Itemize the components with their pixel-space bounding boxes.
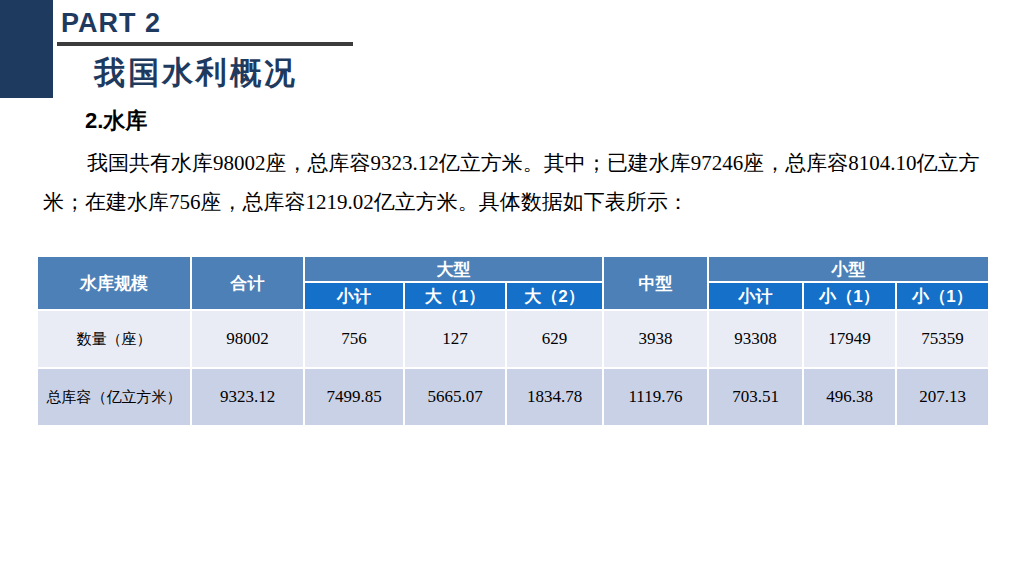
cell-capacity-medium: 1119.76 [603,368,708,426]
table-row-capacity: 总库容（亿立方米） 9323.12 7499.85 5665.07 1834.7… [37,368,989,426]
body-paragraph: 我国共有水库98002座，总库容9323.12亿立方米。其中；已建水库97246… [43,144,991,222]
cell-capacity-small-2: 207.13 [896,368,989,426]
subcol-header-large-subtotal: 小计 [304,282,404,310]
part-label: PART 2 [61,8,161,39]
reservoir-data-table: 水库规模 合计 大型 中型 小型 小计 大（1） 大（2） 小计 小（1） 小（… [36,255,990,427]
corner-accent-block [0,0,53,98]
cell-count-total: 98002 [191,310,304,368]
cell-count-small-1: 17949 [803,310,896,368]
subcol-header-small-1: 小（1） [803,282,896,310]
group-header-large: 大型 [304,256,603,282]
group-header-small: 小型 [708,256,989,282]
col-header-medium: 中型 [603,256,708,310]
subcol-header-small-subtotal: 小计 [708,282,803,310]
cell-capacity-total: 9323.12 [191,368,304,426]
title-underline [57,42,353,46]
cell-capacity-small-subtotal: 703.51 [708,368,803,426]
cell-capacity-large-subtotal: 7499.85 [304,368,404,426]
subcol-header-small-2: 小（1） [896,282,989,310]
cell-count-small-subtotal: 93308 [708,310,803,368]
table-row-count: 数量（座） 98002 756 127 629 3938 93308 17949… [37,310,989,368]
row-label-count: 数量（座） [37,310,191,368]
row-label-capacity: 总库容（亿立方米） [37,368,191,426]
cell-count-medium: 3938 [603,310,708,368]
page-title: 我国水利概况 [94,52,298,94]
section-heading: 2.水库 [85,106,147,136]
subcol-header-large-1: 大（1） [404,282,506,310]
cell-count-large-1: 127 [404,310,506,368]
col-header-total: 合计 [191,256,304,310]
cell-count-large-2: 629 [506,310,603,368]
table-header-group-row: 水库规模 合计 大型 中型 小型 [37,256,989,282]
cell-capacity-large-2: 1834.78 [506,368,603,426]
cell-count-large-subtotal: 756 [304,310,404,368]
subcol-header-large-2: 大（2） [506,282,603,310]
cell-count-small-2: 75359 [896,310,989,368]
cell-capacity-large-1: 5665.07 [404,368,506,426]
corner-header-reservoir-scale: 水库规模 [37,256,191,310]
cell-capacity-small-1: 496.38 [803,368,896,426]
